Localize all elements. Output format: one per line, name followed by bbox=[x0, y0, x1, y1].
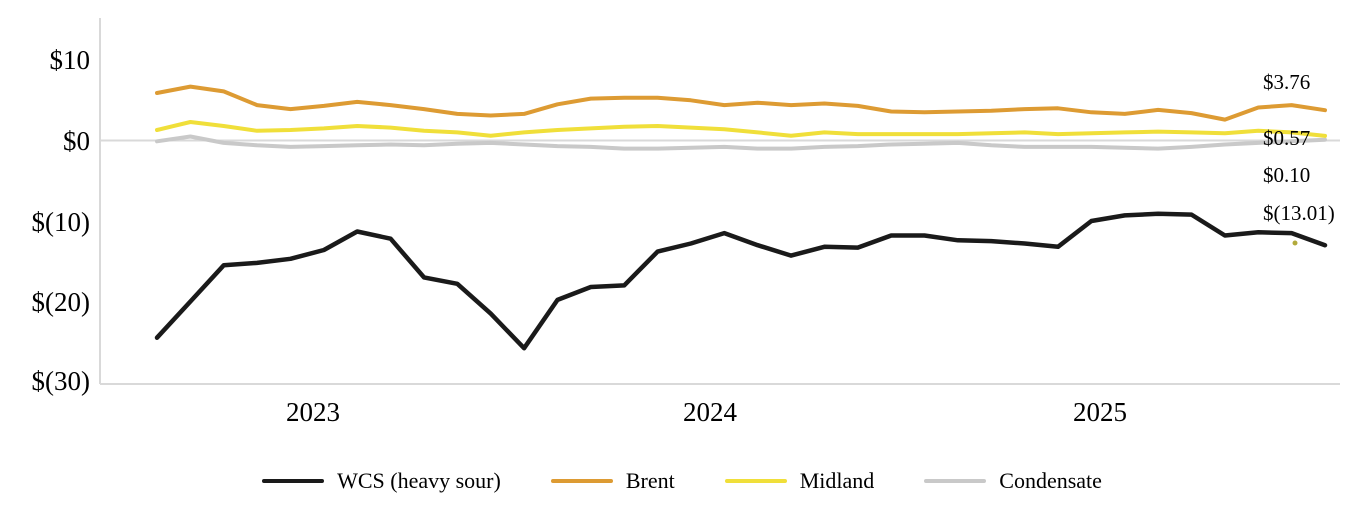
legend-item-midland: Midland bbox=[724, 468, 875, 494]
y-axis-tick-label: $(20) bbox=[31, 287, 90, 317]
end-label-wcs: $(13.01) bbox=[1263, 201, 1335, 225]
legend-item-wcs: WCS (heavy sour) bbox=[262, 468, 501, 494]
chart-legend: WCS (heavy sour) Brent Midland Condensat… bbox=[0, 468, 1364, 494]
x-axis-year-label: 2024 bbox=[683, 397, 737, 427]
x-axis-year-label: 2023 bbox=[286, 397, 340, 427]
legend-label-brent: Brent bbox=[625, 468, 675, 493]
y-axis-tick-label: $10 bbox=[49, 45, 91, 75]
y-axis-tick-label: $(10) bbox=[31, 207, 90, 237]
end-label-condensate: $0.10 bbox=[1263, 163, 1311, 187]
series-line-brent bbox=[155, 84, 1327, 122]
series-line-wcs bbox=[154, 211, 1328, 351]
end-label-midland: $0.57 bbox=[1263, 126, 1311, 150]
legend-item-brent: Brent bbox=[550, 468, 675, 494]
legend-swatch-wcs bbox=[262, 478, 325, 484]
end-label-brent: $3.76 bbox=[1263, 70, 1311, 94]
y-axis-tick-label: $(30) bbox=[31, 366, 90, 396]
legend-swatch-brent bbox=[550, 478, 613, 484]
legend-label-condensate: Condensate bbox=[999, 468, 1102, 493]
series-line-condensate bbox=[155, 134, 1327, 151]
series-line-midland bbox=[155, 120, 1327, 138]
legend-label-midland: Midland bbox=[799, 468, 875, 493]
y-axis-tick-label: $0 bbox=[63, 126, 90, 156]
legend-swatch-condensate bbox=[924, 478, 987, 484]
end-marker-dot bbox=[1292, 240, 1298, 246]
x-axis-year-label: 2025 bbox=[1073, 397, 1127, 427]
legend-label-wcs: WCS (heavy sour) bbox=[337, 468, 501, 493]
legend-swatch-midland bbox=[724, 478, 787, 484]
legend-item-condensate: Condensate bbox=[924, 468, 1102, 494]
